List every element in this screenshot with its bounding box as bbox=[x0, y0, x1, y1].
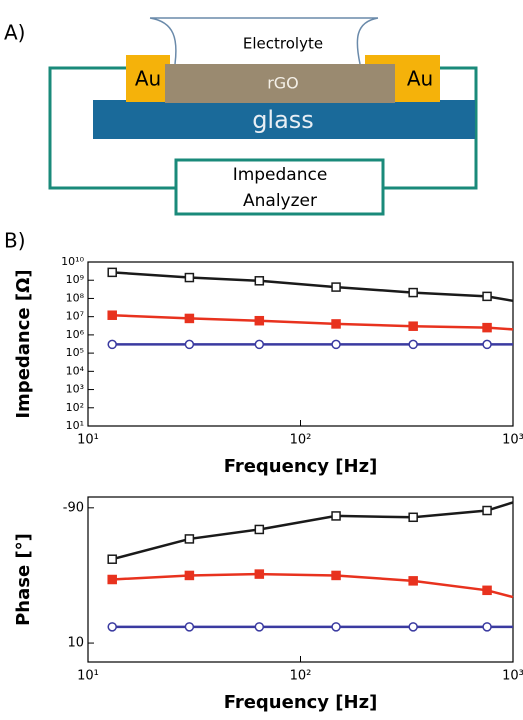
marker bbox=[184, 622, 195, 632]
au-label: Au bbox=[407, 67, 433, 91]
glass bbox=[93, 100, 475, 139]
y-tick-label: 10⁶ bbox=[66, 328, 85, 341]
marker bbox=[184, 339, 195, 350]
marker bbox=[482, 585, 492, 596]
marker bbox=[184, 272, 195, 283]
y-axis-title: Phase [°] bbox=[13, 533, 34, 626]
y-tick-label: 10⁵ bbox=[66, 346, 84, 359]
series-line bbox=[112, 313, 514, 331]
y-tick-label: -90 bbox=[63, 500, 84, 515]
y-tick-label: 10² bbox=[66, 401, 84, 414]
marker bbox=[254, 276, 265, 286]
x-tick-label: 10³ bbox=[502, 433, 523, 448]
marker bbox=[254, 339, 265, 350]
marker bbox=[408, 512, 418, 523]
marker bbox=[408, 287, 418, 298]
x-axis-title: Frequency [Hz] bbox=[224, 692, 378, 713]
y-tick-label: 10¹ bbox=[66, 419, 84, 432]
marker bbox=[408, 576, 418, 586]
marker bbox=[107, 574, 117, 585]
marker bbox=[107, 267, 117, 278]
wire bbox=[48, 66, 478, 190]
series-line bbox=[111, 501, 514, 561]
x-axis-title: Frequency [Hz] bbox=[224, 456, 378, 477]
marker bbox=[331, 570, 341, 581]
marker bbox=[408, 622, 418, 632]
series-line bbox=[112, 572, 514, 599]
marker bbox=[331, 319, 341, 329]
marker bbox=[107, 554, 117, 564]
electrolyte-outline bbox=[149, 17, 379, 65]
au-electrode bbox=[126, 55, 170, 102]
y-tick-label: 10³ bbox=[66, 383, 84, 396]
x-tick-label: 10² bbox=[290, 669, 312, 684]
marker bbox=[482, 339, 492, 350]
x-tick-label: 10² bbox=[290, 433, 312, 448]
y-tick-label: 10⁹ bbox=[66, 273, 84, 286]
electrolyte-label: Electrolyte bbox=[243, 35, 323, 53]
marker bbox=[184, 313, 195, 324]
y-tick-label: 10⁷ bbox=[66, 310, 84, 323]
marker bbox=[254, 524, 265, 535]
marker bbox=[331, 339, 341, 350]
marker bbox=[184, 534, 195, 544]
analyzer-text: Analyzer bbox=[243, 191, 317, 211]
marker bbox=[408, 321, 418, 331]
y-tick-label: 10⁴ bbox=[66, 364, 85, 377]
marker bbox=[482, 322, 492, 333]
x-tick-label: 10¹ bbox=[77, 433, 99, 448]
marker bbox=[331, 282, 341, 292]
marker bbox=[254, 315, 265, 326]
y-tick-label: 10¹⁰ bbox=[61, 255, 84, 268]
series-line bbox=[112, 271, 514, 303]
x-tick-label: 10³ bbox=[502, 669, 523, 684]
marker bbox=[482, 505, 492, 516]
marker bbox=[331, 622, 341, 632]
marker bbox=[482, 291, 492, 302]
panel-label: B) bbox=[4, 229, 26, 253]
marker bbox=[331, 511, 341, 521]
analyzer-text: Impedance bbox=[233, 165, 328, 185]
panel-a: A) Impedance Analyzer glass Au Au rGO El… bbox=[4, 17, 478, 216]
marker bbox=[482, 622, 492, 632]
marker bbox=[254, 569, 265, 579]
marker bbox=[184, 570, 195, 581]
y-tick-label: 10 bbox=[67, 636, 84, 651]
au-label: Au bbox=[135, 67, 161, 91]
marker bbox=[408, 339, 418, 350]
rgo bbox=[165, 64, 395, 103]
glass-label: glass bbox=[252, 106, 314, 134]
marker bbox=[107, 622, 117, 632]
marker bbox=[107, 310, 117, 320]
analyzer-box bbox=[174, 158, 385, 216]
rgo-label: rGO bbox=[267, 74, 299, 93]
y-tick-label: 10⁸ bbox=[66, 291, 85, 304]
marker bbox=[254, 622, 265, 632]
x-tick-label: 10¹ bbox=[77, 669, 99, 684]
marker bbox=[107, 339, 117, 350]
panel-label: A) bbox=[4, 21, 25, 45]
y-axis-title: Impedance [Ω] bbox=[13, 269, 34, 418]
